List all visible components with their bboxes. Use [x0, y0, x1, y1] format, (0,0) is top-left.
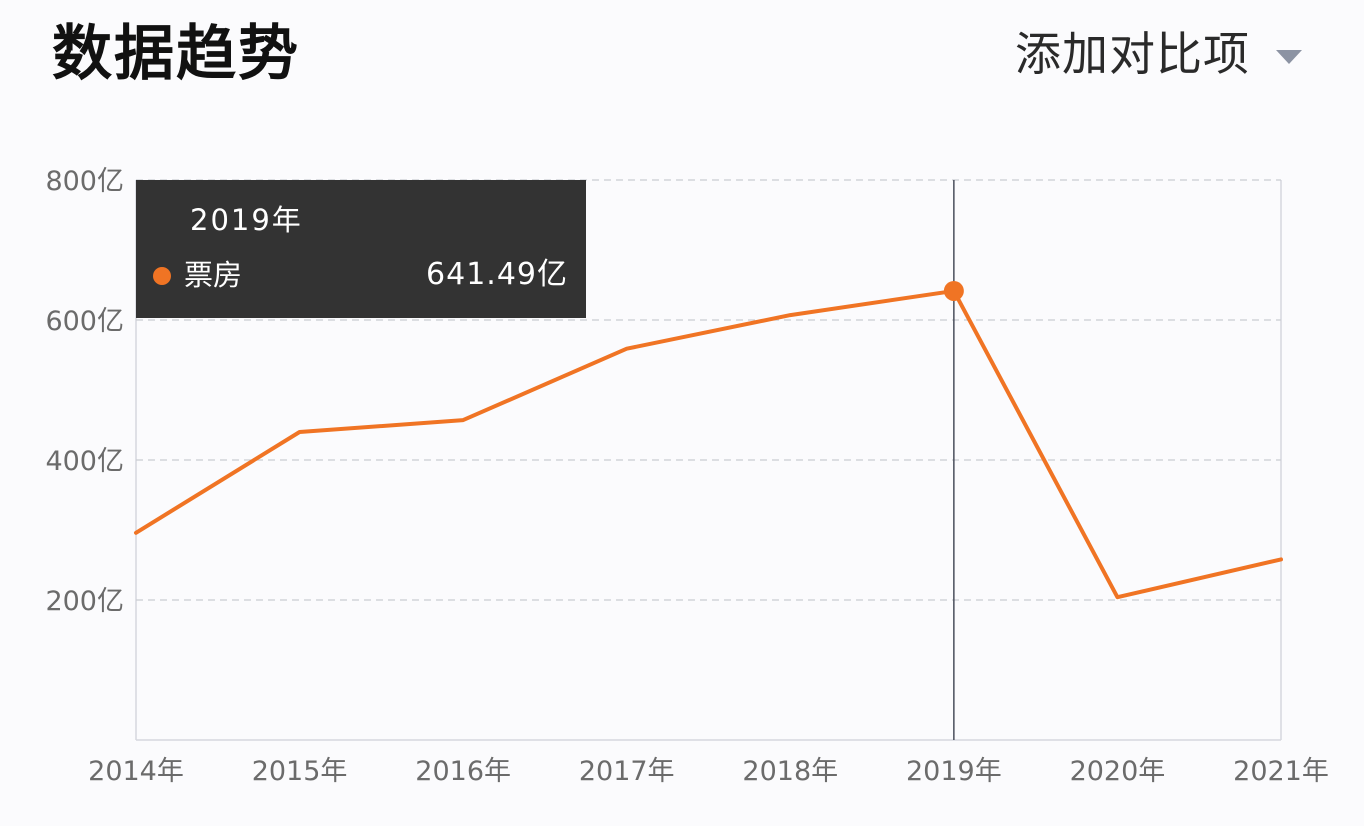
x-tick-label: 2014年: [88, 756, 184, 787]
caret-down-icon: [1276, 50, 1302, 64]
y-tick-label: 600亿: [45, 306, 124, 337]
chart-tooltip: 2019年 票房 641.49亿: [136, 180, 586, 318]
series-line-piaofang: [134, 288, 1283, 600]
highlight-data-point: [943, 280, 964, 301]
x-tick-label: 2020年: [1070, 756, 1166, 787]
x-tick-label: 2019年: [906, 756, 1002, 787]
tooltip-title: 2019年: [190, 203, 303, 237]
tooltip-series-marker: [153, 267, 171, 285]
add-compare-label: 添加对比项: [1015, 27, 1250, 81]
y-tick-label: 200亿: [45, 586, 124, 617]
tooltip-series-name: 票房: [184, 258, 243, 292]
y-tick-label: 800亿: [45, 166, 124, 197]
x-tick-label: 2021年: [1233, 756, 1329, 787]
y-tick-label: 400亿: [45, 446, 124, 477]
x-tick-label: 2017年: [579, 756, 675, 787]
x-tick-label: 2018年: [742, 756, 838, 787]
x-tick-label: 2015年: [252, 756, 348, 787]
x-tick-label: 2016年: [415, 756, 511, 787]
tooltip-series-value: 641.49亿: [426, 257, 568, 292]
page-title: 数据趋势: [52, 19, 300, 89]
add-compare-dropdown[interactable]: 添加对比项: [1015, 24, 1302, 84]
